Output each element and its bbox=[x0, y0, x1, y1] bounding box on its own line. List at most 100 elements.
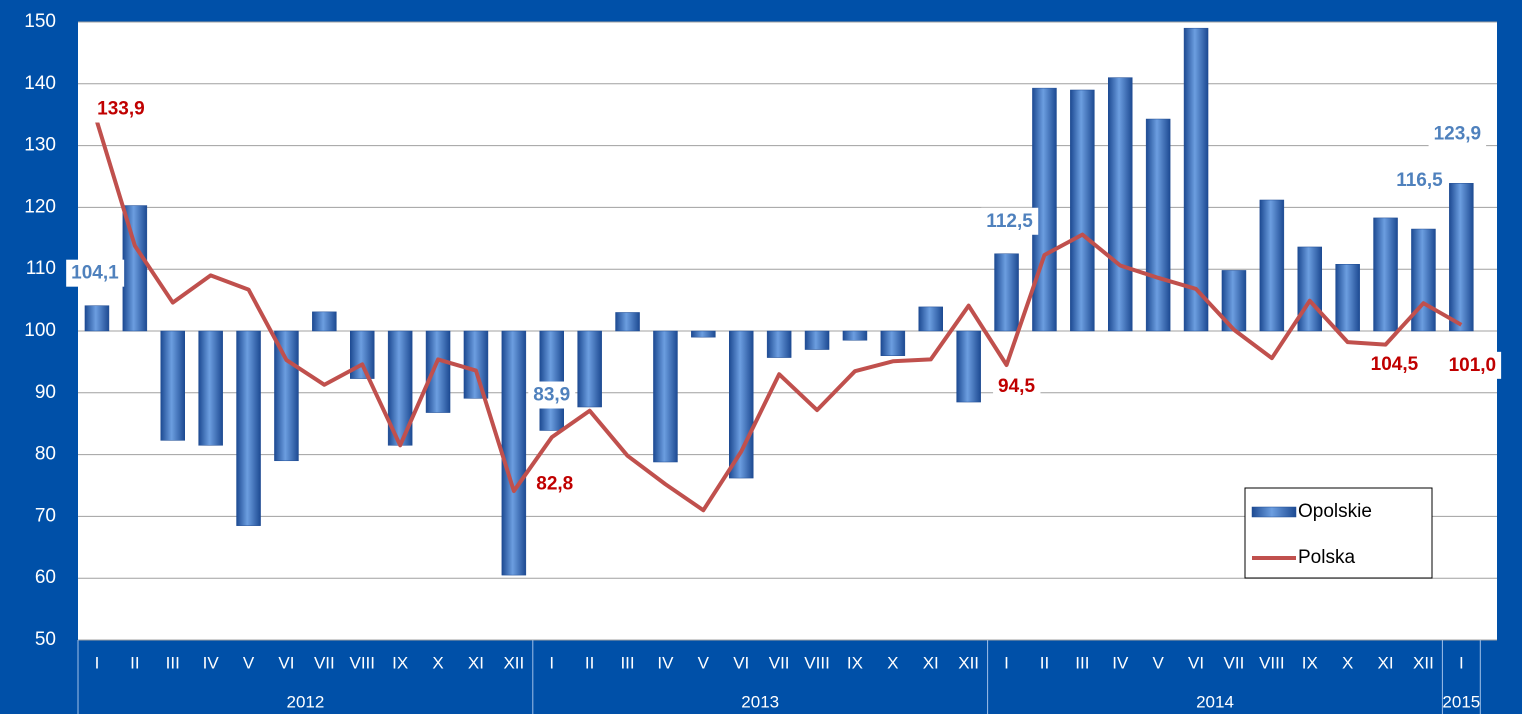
x-tick-label: IV bbox=[1112, 653, 1129, 672]
y-tick-label: 80 bbox=[35, 444, 56, 465]
x-tick-label: VIII bbox=[804, 653, 830, 672]
x-tick-label: III bbox=[1075, 653, 1089, 672]
x-tick-label: X bbox=[887, 653, 898, 672]
x-tick-label: III bbox=[620, 653, 634, 672]
bar bbox=[1373, 217, 1398, 332]
x-tick-label: XI bbox=[468, 653, 484, 672]
x-tick-label: VIII bbox=[349, 653, 375, 672]
x-tick-label: IV bbox=[203, 653, 220, 672]
x-tick-label: VI bbox=[1188, 653, 1204, 672]
x-tick-label: I bbox=[1459, 653, 1464, 672]
group-label: 2015 bbox=[1442, 692, 1480, 711]
data-label-box bbox=[531, 470, 579, 498]
group-label: 2013 bbox=[741, 692, 779, 711]
x-tick-label: X bbox=[1342, 653, 1353, 672]
data-label-group: 101,0 bbox=[1443, 351, 1502, 379]
bar bbox=[160, 330, 185, 441]
x-tick-label: IV bbox=[657, 653, 674, 672]
x-tick-label: V bbox=[1152, 653, 1164, 672]
data-label-box bbox=[92, 95, 150, 123]
bar bbox=[425, 330, 451, 413]
y-tick-label: 150 bbox=[24, 11, 56, 32]
y-tick-label: 140 bbox=[24, 73, 56, 94]
x-tick-label: II bbox=[585, 653, 594, 672]
bar bbox=[577, 330, 602, 408]
bar bbox=[1070, 89, 1095, 332]
bar bbox=[198, 330, 223, 446]
bar bbox=[122, 205, 148, 332]
bar bbox=[236, 330, 261, 526]
data-label-group: 94,5 bbox=[993, 373, 1041, 401]
data-label-box bbox=[1428, 120, 1487, 148]
data-label-group: 116,5 bbox=[1391, 167, 1449, 195]
legend-label: Polska bbox=[1298, 547, 1355, 568]
data-label: 82,8 bbox=[536, 473, 573, 494]
x-tick-label: I bbox=[549, 653, 554, 672]
data-label: 133,9 bbox=[97, 99, 145, 120]
data-label: 104,5 bbox=[1371, 354, 1419, 375]
y-tick-label: 120 bbox=[24, 196, 56, 217]
x-tick-label: V bbox=[243, 653, 255, 672]
bar bbox=[1259, 199, 1285, 332]
x-tick-label: V bbox=[698, 653, 710, 672]
x-tick-label: VI bbox=[733, 653, 749, 672]
x-tick-label: II bbox=[1040, 653, 1049, 672]
bar bbox=[994, 253, 1019, 332]
y-tick-label: 70 bbox=[35, 505, 56, 526]
bar bbox=[463, 330, 489, 399]
data-label-group: 112,5 bbox=[981, 207, 1039, 235]
data-label-group: 104,1 bbox=[66, 259, 125, 287]
x-tick-label: XI bbox=[1378, 653, 1394, 672]
x-tick-label: II bbox=[130, 653, 139, 672]
x-tick-label: I bbox=[1004, 653, 1009, 672]
group-label: 2012 bbox=[286, 692, 324, 711]
bar bbox=[1411, 228, 1436, 332]
bar bbox=[956, 330, 981, 403]
x-tick-label: XII bbox=[1413, 653, 1434, 672]
bar bbox=[804, 330, 830, 350]
group-label: 2014 bbox=[1196, 692, 1234, 711]
data-label: 116,5 bbox=[1396, 170, 1443, 191]
data-label-box bbox=[993, 373, 1041, 401]
data-label: 101,0 bbox=[1449, 355, 1497, 376]
y-tick-label: 50 bbox=[35, 629, 56, 650]
data-label-box bbox=[66, 259, 125, 287]
x-tick-label: I bbox=[95, 653, 100, 672]
x-tick-label: VI bbox=[278, 653, 294, 672]
line bbox=[95, 120, 1463, 513]
x-tick-label: III bbox=[166, 653, 180, 672]
bar bbox=[312, 311, 337, 332]
data-label-box bbox=[528, 381, 576, 409]
bar bbox=[691, 330, 716, 338]
bar bbox=[615, 312, 640, 332]
bar bbox=[1297, 246, 1322, 332]
data-label-group: 104,5 bbox=[1365, 351, 1424, 379]
y-tick-label: 130 bbox=[24, 135, 56, 156]
y-tick-label: 100 bbox=[24, 320, 56, 341]
bar bbox=[1335, 264, 1360, 332]
bar bbox=[842, 330, 868, 341]
legend-swatch bbox=[1251, 506, 1297, 518]
x-tick-label: XI bbox=[923, 653, 939, 672]
data-label-box bbox=[981, 207, 1039, 235]
data-label: 83,9 bbox=[533, 385, 570, 406]
legend-box bbox=[1244, 487, 1433, 579]
x-tick-label: X bbox=[432, 653, 443, 672]
data-label-group: 123,9 bbox=[1428, 120, 1487, 148]
x-tick-label: IX bbox=[392, 653, 408, 672]
x-tick-label: VII bbox=[1224, 653, 1245, 672]
bar bbox=[880, 330, 906, 356]
x-tick-label: VII bbox=[314, 653, 335, 672]
data-label: 94,5 bbox=[998, 376, 1035, 397]
x-tick-label: XII bbox=[503, 653, 524, 672]
data-label-group: 83,9 bbox=[528, 381, 576, 409]
data-label: 104,1 bbox=[71, 263, 119, 284]
y-tick-label: 110 bbox=[26, 258, 56, 279]
x-tick-label: VII bbox=[769, 653, 790, 672]
x-tick-label: XII bbox=[958, 653, 979, 672]
data-label: 112,5 bbox=[986, 211, 1033, 232]
bar bbox=[274, 330, 299, 462]
y-tick-label: 90 bbox=[35, 382, 56, 403]
data-label-group: 82,8 bbox=[531, 470, 579, 498]
